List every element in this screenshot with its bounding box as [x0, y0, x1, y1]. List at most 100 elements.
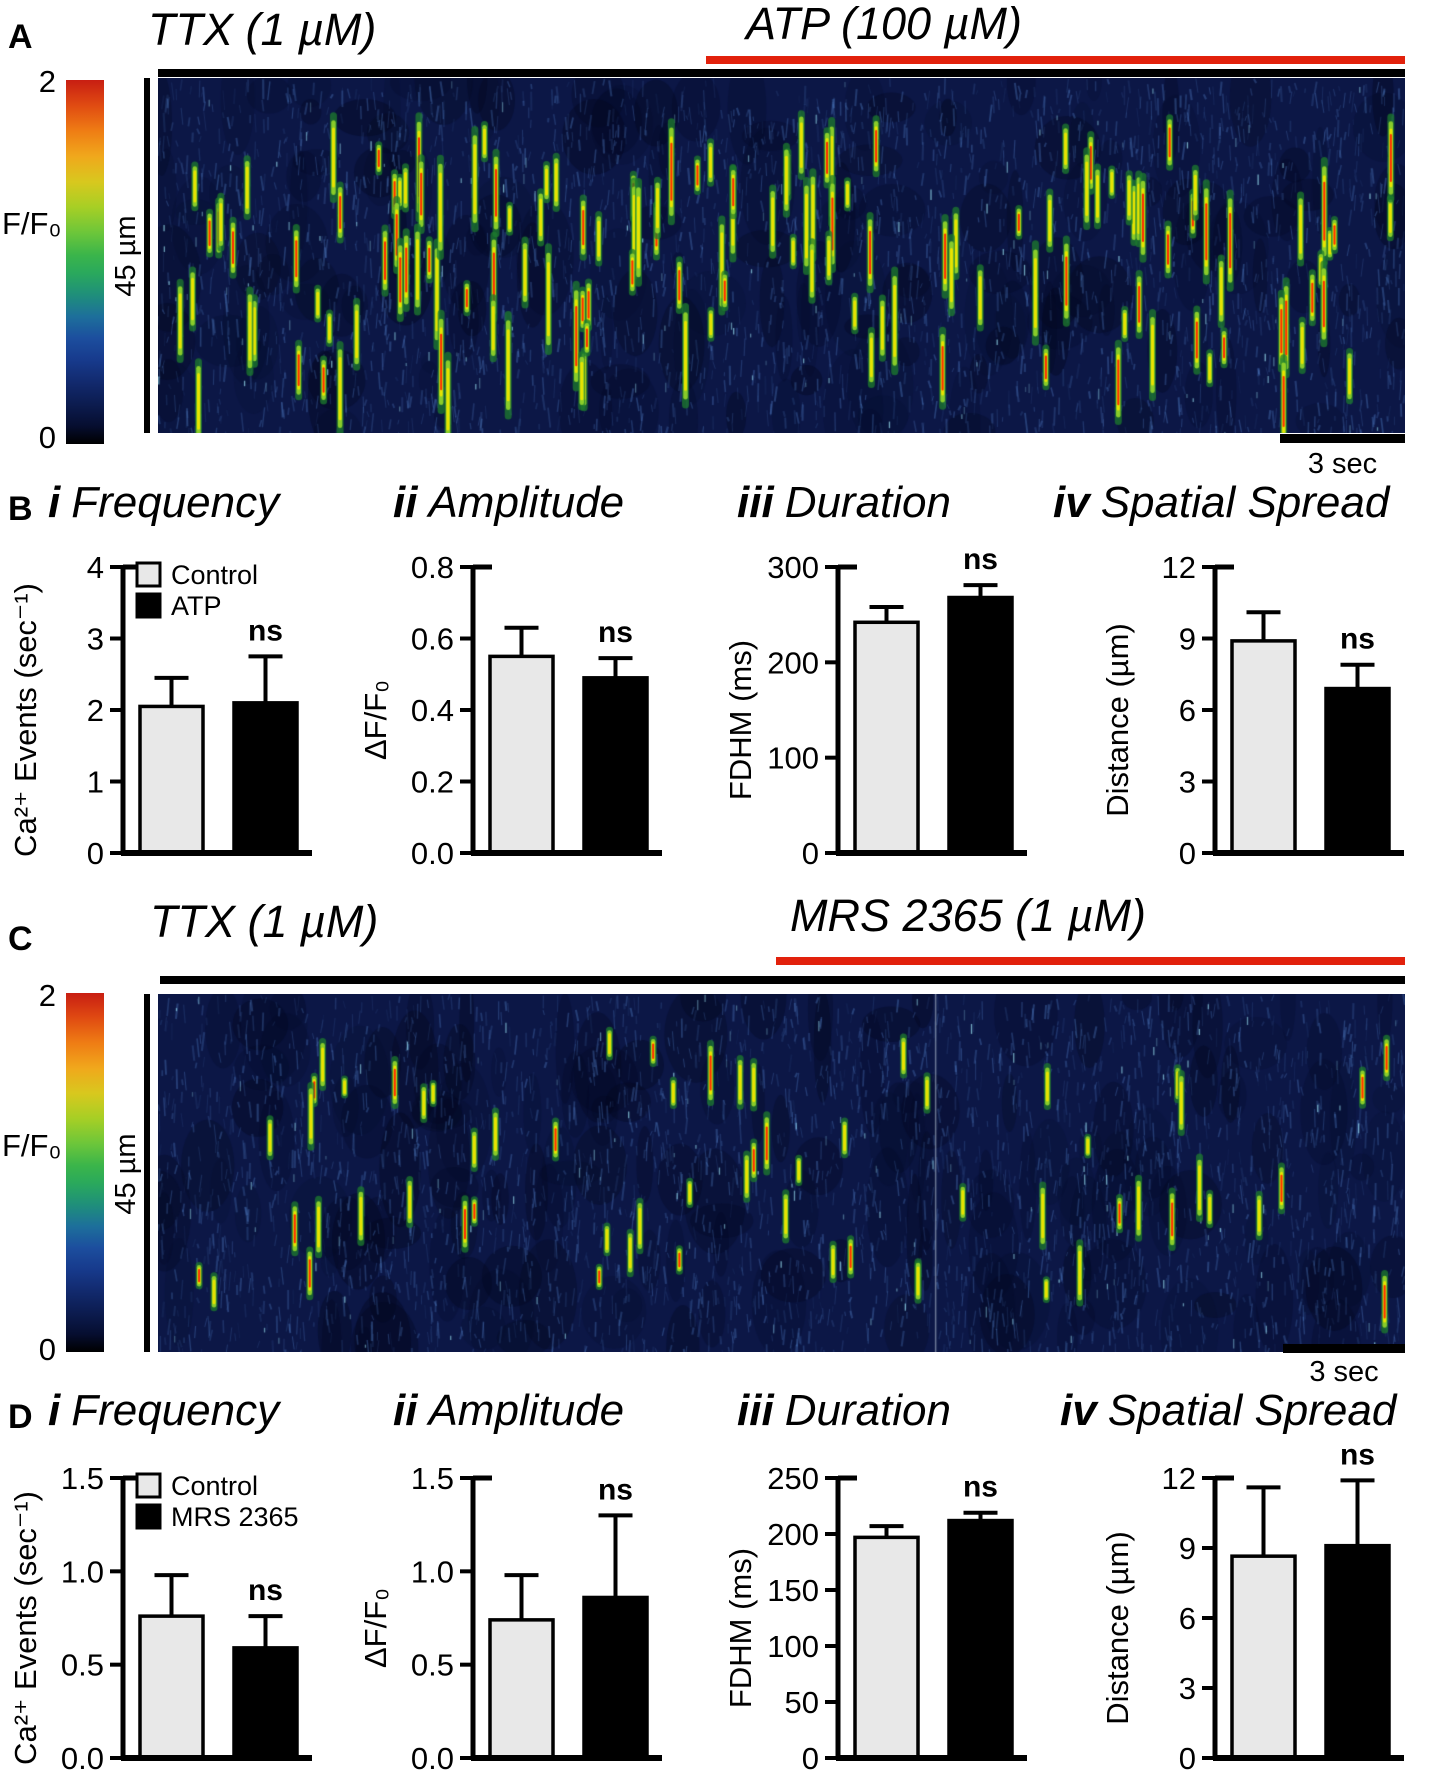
legend-swatch — [135, 592, 162, 619]
chart-title-b-ii-num: ii — [393, 478, 418, 527]
bar-treatment — [582, 676, 649, 855]
y-tick-label: 9 — [1179, 622, 1196, 657]
y-tick-label: 0 — [802, 836, 819, 871]
chart-svg-B_iii: 0 100 200 300 ns FDHM (ms) — [723, 543, 1027, 871]
chart-title-b-iv-num: iv — [1053, 478, 1090, 527]
legend-label: MRS 2365 — [171, 1502, 299, 1532]
bar-control — [138, 1614, 205, 1760]
y-tick-label: 0.4 — [411, 693, 454, 728]
bar-control — [488, 1618, 555, 1760]
y-tick-label: 0.0 — [411, 836, 454, 871]
atp-application-bar — [706, 56, 1405, 64]
y-tick-label: 100 — [767, 1629, 819, 1664]
bar-treatment — [947, 1518, 1014, 1760]
panel-label-b: B — [8, 490, 33, 528]
legend-swatch — [135, 561, 162, 588]
bar-treatment — [1324, 686, 1391, 855]
bar-control — [138, 704, 205, 855]
chart-title-b-iv-word: Spatial Spread — [1100, 478, 1390, 527]
sec-scalebar-a-label: 3 sec — [1307, 448, 1378, 480]
y-tick-label: 0.2 — [411, 765, 454, 800]
bar-control — [853, 620, 920, 855]
colorbar-a-min: 0 — [38, 420, 56, 455]
y-tick-label: 1.0 — [61, 1554, 104, 1589]
ns-label: ns — [248, 614, 283, 647]
y-tick-label: 6 — [1179, 693, 1196, 728]
colorbar-c — [66, 993, 104, 1352]
y-tick-label: 250 — [767, 1461, 819, 1496]
y-tick-label: 200 — [767, 1517, 819, 1552]
chart-title-d-iv: iv Spatial Spread — [1060, 1386, 1397, 1435]
chart-b-ii-amplitude: 0.0 0.2 0.4 0.6 0.8 ns ΔF/F₀ — [350, 540, 665, 875]
chart-title-b-iii-num: iii — [737, 478, 774, 527]
chart-title-b-ii-word: Amplitude — [428, 478, 625, 527]
chart-title-b-iv: iv Spatial Spread — [1053, 478, 1390, 527]
y-tick-label: 2 — [87, 693, 104, 728]
y-axis-title: ΔF/F₀ — [358, 680, 393, 760]
chart-title-b-iii-word: Duration — [784, 478, 951, 527]
y-tick-label: 100 — [767, 741, 819, 776]
chart-title-d-iii-num: iii — [737, 1386, 774, 1435]
y-tick-label: 0.5 — [61, 1648, 104, 1683]
chart-title-d-iv-word: Spatial Spread — [1107, 1386, 1397, 1435]
legend-label: ATP — [171, 591, 222, 621]
y-tick-label: 1.0 — [411, 1554, 454, 1589]
legend-label: Control — [171, 560, 258, 590]
chart-title-d-iv-num: iv — [1060, 1386, 1097, 1435]
ns-label: ns — [963, 543, 998, 576]
colorbar-a-max: 2 — [38, 64, 56, 99]
y-tick-label: 50 — [785, 1685, 819, 1720]
chart-d-ii-amplitude: 0.0 0.5 1.0 1.5 ns ΔF/F₀ — [350, 1450, 665, 1775]
chart-title-b-ii: ii Amplitude — [393, 478, 625, 527]
y-tick-label: 9 — [1179, 1531, 1196, 1566]
y-axis-title: Ca²⁺ Events (sec⁻¹) — [8, 1491, 43, 1765]
y-tick-label: 0.0 — [61, 1741, 104, 1775]
um-scalebar-a-label: 45 µm — [110, 215, 142, 297]
chart-title-d-i: i Frequency — [48, 1387, 279, 1434]
y-tick-label: 3 — [1179, 765, 1196, 800]
y-tick-label: 150 — [767, 1573, 819, 1608]
y-tick-label: 3 — [1179, 1671, 1196, 1706]
bar-treatment — [232, 701, 299, 855]
colorbar-c-label: F/F₀ — [2, 1128, 62, 1163]
chart-svg-D_ii: 0.0 0.5 1.0 1.5 ns ΔF/F₀ — [358, 1461, 662, 1775]
y-axis-title: Ca²⁺ Events (sec⁻¹) — [8, 583, 43, 857]
y-tick-label: 3 — [87, 622, 104, 657]
chart-title-d-ii-num: ii — [393, 1386, 418, 1435]
chart-title-b-i-word: Frequency — [71, 478, 280, 527]
chart-svg-D_i: 0.0 0.5 1.0 1.5 ns Ca²⁺ Events (sec⁻¹) Control… — [8, 1461, 312, 1775]
y-tick-label: 0.0 — [411, 1741, 454, 1775]
chart-title-d-iii-word: Duration — [784, 1386, 951, 1435]
condition-label-atp: ATP (100 µM) — [746, 0, 1022, 49]
chart-b-iii-duration: 0 100 200 300 ns FDHM (ms) — [715, 540, 1045, 875]
panel-label-d: D — [8, 1398, 33, 1436]
panel-label-c: C — [8, 920, 33, 958]
y-tick-label: 0.5 — [411, 1648, 454, 1683]
chart-title-b-iii: iii Duration — [737, 478, 951, 527]
y-tick-label: 4 — [87, 550, 104, 585]
bar-control — [1230, 639, 1297, 855]
legend-swatch — [135, 1472, 162, 1499]
y-axis-title: FDHM (ms) — [723, 640, 758, 800]
bar-control — [1230, 1554, 1297, 1760]
chart-title-b-i: i Frequency — [48, 478, 280, 527]
bar-control — [853, 1535, 920, 1760]
um-scalebar-a — [144, 78, 150, 433]
um-scalebar-c-label: 45 µm — [110, 1133, 142, 1215]
chart-d-iv-spatial-spread: 0 3 6 9 12 ns Distance (µm) — [1092, 1438, 1429, 1775]
colorbar-c-min: 0 — [38, 1332, 56, 1367]
kymograph-a — [158, 78, 1405, 433]
y-tick-label: 1.5 — [61, 1461, 104, 1496]
ns-label: ns — [963, 1471, 998, 1504]
colorbar-a-label: F/F₀ — [2, 206, 62, 241]
ttx-application-bar-c — [160, 976, 1405, 984]
bar-treatment — [232, 1646, 299, 1760]
chart-svg-D_iv: 0 3 6 9 12 ns Distance (µm) — [1100, 1438, 1404, 1775]
y-tick-label: 1.5 — [411, 1461, 454, 1496]
kymograph-c — [158, 994, 1405, 1352]
y-tick-label: 0.6 — [411, 622, 454, 657]
y-tick-label: 0 — [1179, 836, 1196, 871]
y-tick-label: 12 — [1162, 1461, 1196, 1496]
